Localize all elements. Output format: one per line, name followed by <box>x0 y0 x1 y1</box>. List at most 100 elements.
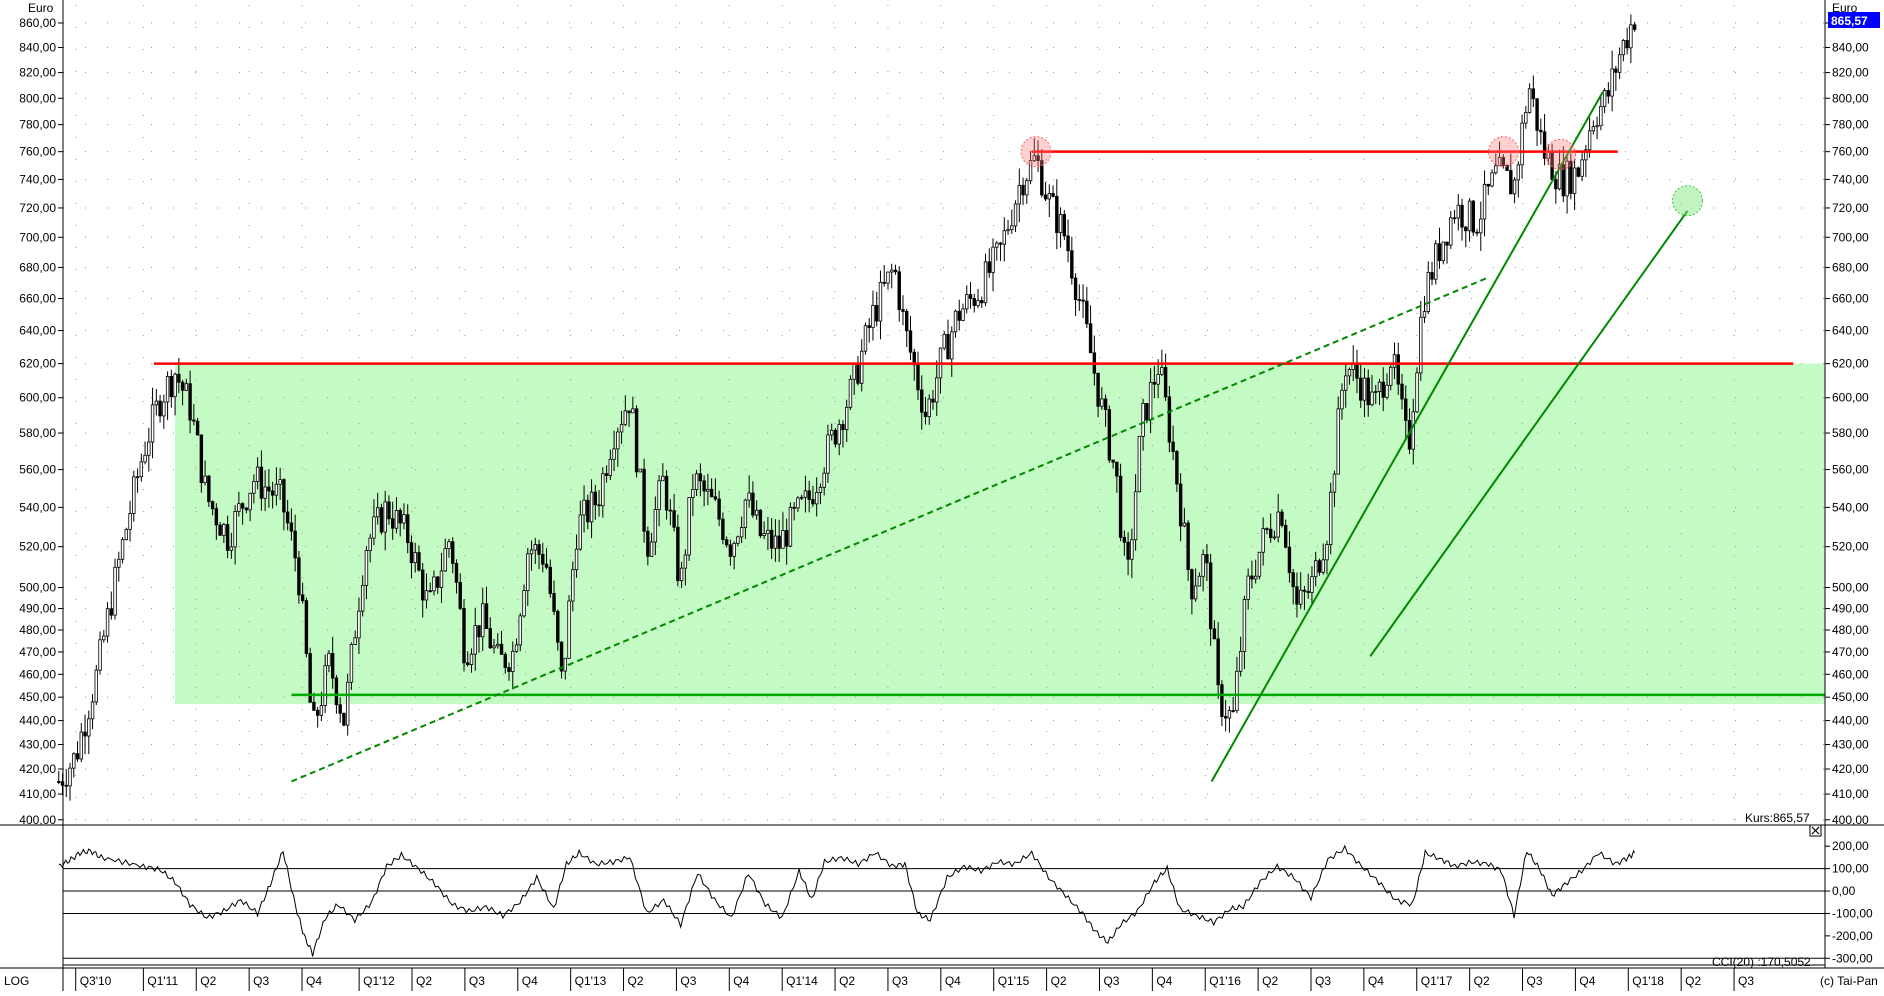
x-tick-label: Q2 <box>416 974 432 988</box>
candle-body <box>169 376 174 398</box>
candle-body <box>1419 316 1423 374</box>
candle-body <box>1156 373 1160 385</box>
x-tick-label: Q3 <box>253 974 269 988</box>
candle-body <box>1137 436 1142 493</box>
cci-y-tick-label: 100,00 <box>1832 862 1869 876</box>
candle-body <box>1512 179 1517 195</box>
candle-body <box>1257 551 1262 577</box>
candle-body <box>379 507 384 533</box>
candle-body <box>1036 155 1040 161</box>
candle-body <box>1250 575 1254 580</box>
candle-body <box>1295 586 1299 605</box>
candle-body <box>458 582 462 609</box>
candle-body <box>623 410 628 425</box>
candle-body <box>421 569 425 601</box>
candle-body <box>619 424 624 433</box>
candle-body <box>469 653 474 665</box>
candle-body <box>1253 575 1258 580</box>
candle-body <box>1306 590 1310 594</box>
candle-body <box>1449 217 1453 246</box>
y-tick-label-right: 820,00 <box>1832 66 1869 80</box>
candle-body <box>128 513 132 530</box>
candle-body <box>1527 88 1532 113</box>
candle-body <box>702 480 706 492</box>
candle-body <box>1246 575 1250 600</box>
y-tick-label-right: 470,00 <box>1832 645 1869 659</box>
candle-body <box>1152 381 1157 385</box>
candle-body <box>762 533 766 537</box>
candle-body <box>192 419 196 422</box>
log-mode-label[interactable]: LOG <box>4 974 29 988</box>
candle-body <box>1107 409 1112 461</box>
candle-body <box>1085 300 1089 325</box>
candle-body <box>1441 241 1445 262</box>
candle-body <box>522 590 526 617</box>
candle-body <box>124 528 129 540</box>
candle-body <box>1554 179 1558 190</box>
candle-body <box>207 475 211 503</box>
x-tick-label: Q4 <box>306 974 322 988</box>
candle-body <box>826 434 830 474</box>
y-tick-label-right: 440,00 <box>1832 714 1869 728</box>
x-tick-label: Q1'17 <box>1421 974 1453 988</box>
candle-body <box>285 511 290 524</box>
candle-body <box>1298 589 1303 605</box>
candle-body <box>612 448 616 460</box>
candle-body <box>473 625 477 655</box>
candle-body <box>1040 160 1044 196</box>
candle-body <box>64 784 68 787</box>
candle-body <box>1501 157 1506 166</box>
y-tick-label-left: 780,00 <box>19 118 56 132</box>
candle-body <box>777 535 781 549</box>
candle-body <box>1032 155 1037 161</box>
candle-body <box>368 537 372 551</box>
candle-body <box>1227 710 1232 719</box>
candle-body <box>758 509 763 537</box>
candle-body <box>1268 528 1273 538</box>
y-tick-label-left: 760,00 <box>19 145 56 159</box>
candle-body <box>1055 195 1059 234</box>
candle-body <box>218 524 222 536</box>
candle-body <box>162 401 166 417</box>
candle-body <box>1205 554 1209 564</box>
y-tick-label-right: 660,00 <box>1832 292 1869 306</box>
candle-body <box>694 473 699 490</box>
candle-body <box>724 539 729 546</box>
candle-body <box>1576 167 1581 177</box>
candle-body <box>240 503 245 509</box>
cci-close-icon[interactable] <box>1809 824 1822 837</box>
candle-body <box>1497 157 1502 167</box>
candle-body <box>357 610 361 639</box>
candle-body <box>1539 129 1543 133</box>
candle-body <box>698 473 703 482</box>
candle-body <box>255 466 260 482</box>
candle-body <box>1002 230 1006 245</box>
candle-body <box>586 499 590 523</box>
candle-body <box>1096 372 1100 407</box>
candle-body <box>664 475 669 511</box>
candle-body <box>1325 544 1329 561</box>
candle-body <box>1524 112 1528 124</box>
x-tick-label: Q2 <box>1685 974 1701 988</box>
candle-body <box>1411 411 1415 450</box>
y-tick-label-right: 400,00 <box>1832 813 1869 827</box>
candle-body <box>353 637 357 645</box>
candle-body <box>1565 160 1569 197</box>
y-tick-label-left: 740,00 <box>19 172 56 186</box>
candle-body <box>983 261 988 304</box>
candle-body <box>289 522 294 532</box>
candle-body <box>931 398 935 403</box>
trend-line <box>1369 210 1689 657</box>
candle-body <box>203 475 207 484</box>
candle-body <box>1231 710 1235 712</box>
candle-body <box>574 548 579 571</box>
candle-body <box>300 594 305 602</box>
candle-body <box>214 508 219 526</box>
candle-body <box>788 506 793 547</box>
candle-body <box>1261 528 1265 553</box>
candle-body <box>1434 243 1438 280</box>
candle-body <box>270 490 275 496</box>
candle-body <box>1366 377 1370 406</box>
candle-body <box>462 608 466 664</box>
